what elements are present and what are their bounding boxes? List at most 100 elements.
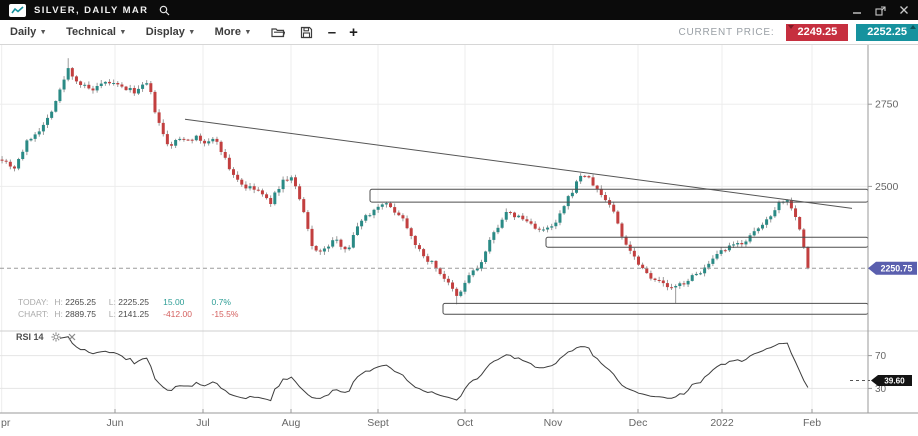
legend-today-high: 2265.25 <box>65 297 96 307</box>
candle <box>207 141 211 144</box>
rsi-settings-gear-icon[interactable] <box>50 332 61 342</box>
candle <box>215 138 219 142</box>
candle <box>236 174 240 180</box>
ohlc-legend: TODAY: H: 2265.25 L: 2225.25 15.00 0.7% … <box>18 296 238 320</box>
candle <box>314 246 318 251</box>
chart-area[interactable]: 2750 2500 70 30 pr Jun Jul Aug Sept Oct Nov Dec 2022… <box>0 45 918 436</box>
legend-chart-high: 2889.75 <box>65 309 96 319</box>
candle <box>0 159 4 161</box>
menu-display[interactable]: Display ▾ <box>146 26 194 38</box>
candle <box>231 169 235 175</box>
bid-price-value: 2249.25 <box>797 25 838 38</box>
candle <box>508 212 512 213</box>
candle <box>120 84 124 87</box>
candle <box>327 246 331 249</box>
candles <box>0 58 810 305</box>
trendline[interactable] <box>184 118 853 209</box>
candle <box>645 268 649 274</box>
candle <box>636 256 640 265</box>
candle <box>587 176 591 178</box>
candle <box>529 221 533 224</box>
candle <box>174 140 178 146</box>
restore-button[interactable] <box>875 5 886 16</box>
candle <box>620 223 624 237</box>
candle <box>132 88 136 94</box>
save-icon[interactable] <box>300 26 313 39</box>
candle <box>566 196 570 207</box>
candle <box>161 122 165 135</box>
rsi-close-icon[interactable] <box>68 333 76 341</box>
candle <box>665 283 669 288</box>
candle <box>488 239 492 252</box>
candle <box>575 181 579 193</box>
candle <box>707 263 711 268</box>
menu-display-label: Display <box>145 26 185 38</box>
candle <box>632 250 636 257</box>
candle <box>178 138 182 140</box>
svg-text:2500: 2500 <box>875 181 899 193</box>
search-icon[interactable] <box>159 5 170 16</box>
candle <box>603 195 607 201</box>
svg-text:2250.75: 2250.75 <box>881 263 913 273</box>
candle <box>116 83 120 85</box>
candle <box>616 211 620 224</box>
candle <box>58 89 62 102</box>
candle <box>579 175 583 182</box>
candle <box>8 161 12 167</box>
candle <box>794 208 798 217</box>
candle <box>347 247 351 250</box>
candle <box>91 88 95 91</box>
zoom-out-button[interactable]: – <box>327 23 337 41</box>
svg-text:pr: pr <box>1 417 11 429</box>
open-folder-icon[interactable] <box>271 26 285 38</box>
candle <box>25 140 29 152</box>
candle <box>670 287 674 289</box>
menu-technical-label: Technical <box>66 26 116 38</box>
svg-text:39.60: 39.60 <box>884 377 905 386</box>
candle <box>417 245 421 250</box>
candle <box>223 152 227 158</box>
minimize-button[interactable] <box>852 5 862 15</box>
close-button[interactable] <box>899 5 909 15</box>
candle <box>17 159 21 169</box>
candle <box>517 215 521 218</box>
candle <box>760 224 764 229</box>
candle <box>149 83 153 92</box>
svg-text:Jun: Jun <box>107 417 124 429</box>
candle <box>484 251 488 262</box>
menu-daily[interactable]: Daily ▾ <box>10 26 45 38</box>
candle <box>698 273 702 275</box>
candle <box>203 140 207 144</box>
svg-text:Jul: Jul <box>196 417 209 429</box>
candle <box>711 258 715 264</box>
candle <box>513 212 517 218</box>
price-up-tick-icon <box>910 24 916 29</box>
candle <box>591 177 595 186</box>
svg-text:30: 30 <box>875 384 887 395</box>
legend-high-label: H: <box>54 297 63 307</box>
candle <box>108 81 112 84</box>
legend-row-chart: CHART: H: 2889.75 L: 2141.25 -412.00 -15… <box>18 308 238 320</box>
candle <box>248 186 252 189</box>
svg-text:2022: 2022 <box>710 417 734 429</box>
zoom-in-button[interactable]: + <box>349 23 358 41</box>
legend-low-label: L: <box>108 309 116 319</box>
candle <box>703 267 707 274</box>
window-controls <box>852 5 909 16</box>
legend-chart-change-pct: -15.5% <box>211 309 239 319</box>
candle <box>459 291 463 296</box>
menu-technical[interactable]: Technical ▾ <box>66 26 125 38</box>
candle <box>227 157 231 170</box>
legend-low-label: L: <box>108 297 116 307</box>
candle <box>413 235 417 245</box>
candle <box>397 212 401 216</box>
candle <box>537 228 541 230</box>
menu-more[interactable]: More ▾ <box>215 26 250 38</box>
candle <box>372 209 376 216</box>
candle <box>752 231 756 236</box>
drawn-rectangle[interactable] <box>442 302 869 315</box>
svg-text:Nov: Nov <box>544 417 563 429</box>
price-chart[interactable]: 2750 2500 70 30 pr Jun Jul Aug Sept Oct Nov Dec 2022… <box>0 45 918 436</box>
drawn-rectangle[interactable] <box>545 236 869 248</box>
